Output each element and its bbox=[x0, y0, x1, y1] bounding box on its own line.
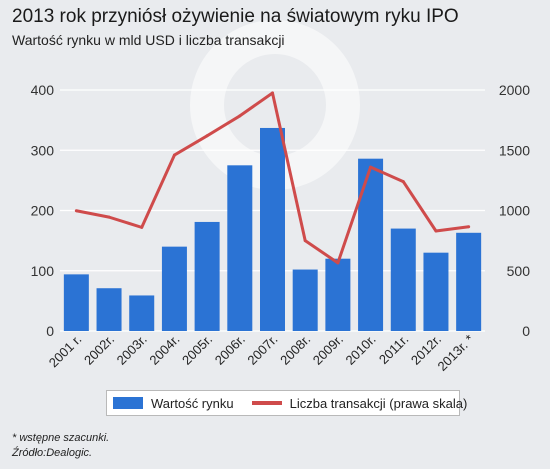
line-point bbox=[238, 114, 242, 118]
line-point bbox=[369, 165, 373, 169]
line-point bbox=[205, 134, 209, 138]
legend-item-bars: Wartość rynku bbox=[107, 396, 234, 411]
x-tick-label: 2010r. bbox=[343, 332, 379, 368]
left-tick-label: 100 bbox=[31, 263, 55, 279]
bar-series bbox=[63, 127, 482, 332]
right-tick-label: 0 bbox=[522, 323, 530, 339]
x-tick-label: 2008r. bbox=[277, 332, 313, 368]
left-tick-label: 300 bbox=[31, 142, 55, 158]
line-point bbox=[140, 225, 144, 229]
right-tick-label: 1000 bbox=[499, 203, 530, 219]
bar bbox=[260, 127, 285, 332]
bar bbox=[227, 165, 253, 331]
line-point bbox=[172, 153, 176, 157]
x-tick-label: 2006r. bbox=[212, 332, 248, 368]
line-point bbox=[401, 180, 405, 184]
left-tick-label: 0 bbox=[46, 323, 54, 339]
bar bbox=[358, 158, 384, 331]
footnote-source: Źródło:Dealogic. bbox=[12, 447, 93, 459]
bar bbox=[456, 232, 482, 331]
x-tick-label: 2011r. bbox=[376, 332, 411, 367]
chart-title: 2013 rok przyniósł ożywienie na światowy… bbox=[12, 6, 459, 27]
combo-chart: 0 100 200 300 400 0 500 1000 1500 2000 2001 r.20… bbox=[31, 82, 531, 374]
left-axis-ticks: 0 100 200 300 400 bbox=[31, 82, 55, 339]
legend-swatch-bars bbox=[113, 397, 143, 409]
right-tick-label: 500 bbox=[507, 263, 531, 279]
x-tick-label: 2002r. bbox=[81, 332, 117, 368]
line-point bbox=[467, 225, 471, 229]
legend-label-bars: Wartość rynku bbox=[151, 395, 234, 411]
bar bbox=[161, 246, 187, 331]
legend: Wartość rynku Liczba transakcji (prawa s… bbox=[106, 390, 467, 416]
left-tick-label: 200 bbox=[31, 203, 55, 219]
line-point bbox=[74, 209, 78, 213]
bar bbox=[325, 258, 351, 331]
right-axis-ticks: 0 500 1000 1500 2000 bbox=[499, 82, 530, 339]
chart-subtitle: Wartość rynku w mld USD i liczba transak… bbox=[12, 32, 285, 48]
legend-swatch-line bbox=[251, 401, 282, 405]
bar bbox=[423, 252, 449, 331]
right-tick-label: 2000 bbox=[499, 82, 530, 98]
legend-label-line: Liczba transakcji (prawa skala) bbox=[289, 395, 468, 411]
line-point bbox=[336, 261, 340, 265]
legend-item-line: Liczba transakcji (prawa skala) bbox=[246, 395, 468, 411]
x-tick-label: 2003r. bbox=[114, 332, 150, 368]
x-axis-ticks: 2001 r.2002r.2003r.2004r.2005r.2006r.200… bbox=[46, 332, 477, 374]
bar bbox=[129, 295, 155, 331]
line-point bbox=[434, 229, 438, 233]
bar bbox=[292, 269, 318, 331]
left-tick-label: 400 bbox=[31, 82, 55, 98]
x-tick-label: 2007r. bbox=[244, 332, 280, 368]
x-tick-label: 2005r. bbox=[179, 332, 215, 368]
line-series bbox=[74, 91, 471, 265]
x-tick-label: 2009r. bbox=[310, 332, 346, 368]
line-point bbox=[107, 215, 111, 219]
bar bbox=[194, 221, 220, 331]
bar bbox=[390, 228, 416, 331]
bar bbox=[96, 288, 122, 331]
x-tick-label: 2004r. bbox=[146, 332, 182, 368]
line-point bbox=[303, 239, 307, 243]
bar bbox=[63, 274, 89, 331]
footnote-estimate: * wstępne szacunki. bbox=[12, 432, 110, 444]
line-point bbox=[271, 91, 274, 95]
x-tick-label: 2013r. * bbox=[434, 332, 476, 374]
right-tick-label: 1500 bbox=[499, 142, 530, 158]
